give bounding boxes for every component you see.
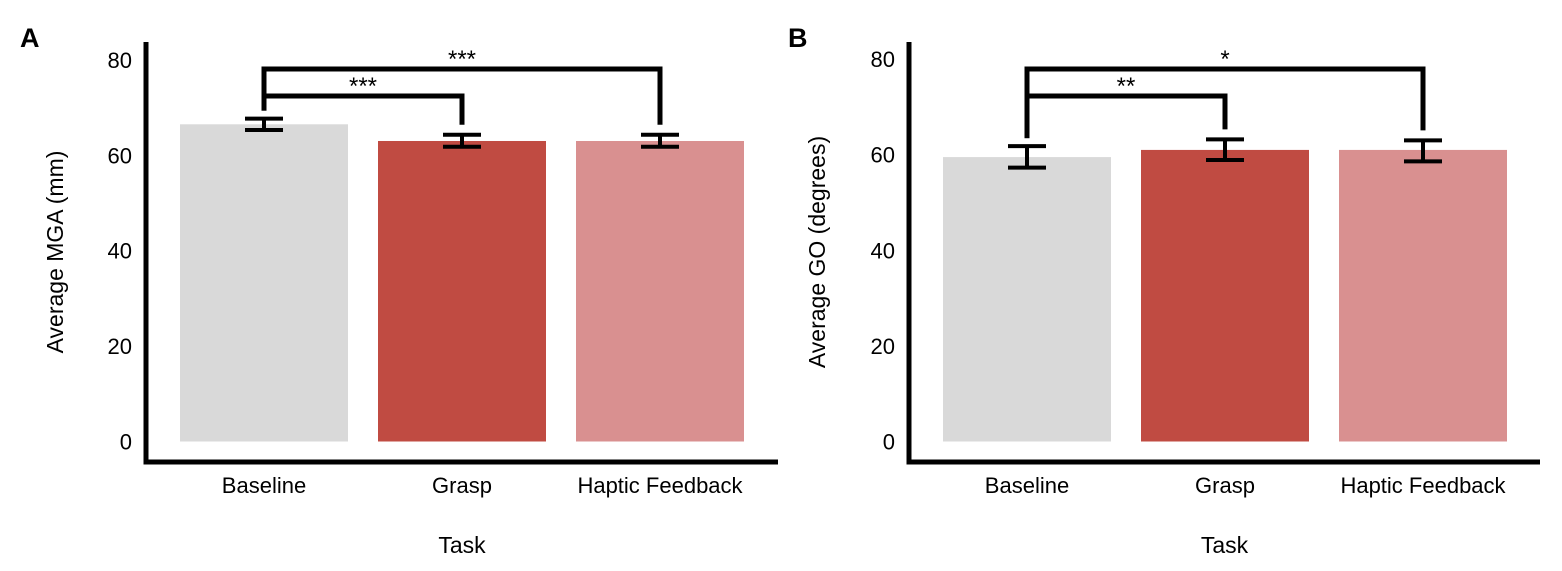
bar-grasp xyxy=(378,140,546,442)
bar-baseline xyxy=(180,124,348,442)
x-tick-label: Grasp xyxy=(432,473,492,498)
x-tick-label: Baseline xyxy=(985,473,1069,498)
panel-letter: A xyxy=(20,23,40,53)
bar-haptic-feedback xyxy=(1339,149,1507,442)
y-tick-label: 60 xyxy=(108,143,132,168)
y-tick-label: 0 xyxy=(120,430,132,455)
y-tick-label: 80 xyxy=(871,47,895,72)
y-axis-title: Average MGA (mm) xyxy=(42,151,68,354)
y-tick-label: 80 xyxy=(108,48,132,73)
chart-panel-a: 0 20 40 60 80 Baseline Grasp Haptic Feedback Tas… xyxy=(20,23,778,558)
y-axis-title: Average GO (degrees) xyxy=(804,136,830,368)
panel-letter: B xyxy=(788,23,808,53)
bar-haptic-feedback xyxy=(576,140,744,442)
error-bar-grasp xyxy=(1206,137,1244,162)
significance-bracket-line xyxy=(1024,93,1228,139)
x-axis-title: Task xyxy=(1201,532,1249,558)
y-tick-label: 60 xyxy=(871,143,895,168)
y-tick-label: 20 xyxy=(871,334,895,359)
significance-bracket: *** xyxy=(261,73,465,125)
y-tick-label: 20 xyxy=(108,334,132,359)
error-bar-baseline xyxy=(1008,144,1046,170)
x-tick-label: Haptic Feedback xyxy=(1340,473,1506,498)
y-tick-label: 40 xyxy=(108,239,132,264)
significance-bracket: *** xyxy=(261,46,663,125)
x-tick-label: Grasp xyxy=(1195,473,1255,498)
significance-label: *** xyxy=(448,46,476,73)
error-bar-haptic-feedback xyxy=(641,132,679,149)
error-bar-haptic-feedback xyxy=(1404,138,1442,164)
significance-label: * xyxy=(1220,46,1229,73)
significance-bracket: ** xyxy=(1024,73,1228,139)
y-tick-label: 40 xyxy=(871,238,895,263)
significance-bracket-line xyxy=(261,93,465,125)
x-tick-label: Baseline xyxy=(222,473,306,498)
y-tick-label: 0 xyxy=(883,430,895,455)
significance-bracket: * xyxy=(1024,46,1426,139)
significance-label: *** xyxy=(349,73,377,100)
x-tick-label: Haptic Feedback xyxy=(577,473,743,498)
error-bar-grasp xyxy=(443,132,481,149)
bar-baseline xyxy=(943,157,1111,442)
bar-grasp xyxy=(1141,149,1309,442)
significance-label: ** xyxy=(1117,73,1136,100)
significance-bracket-line xyxy=(1024,66,1426,139)
chart-panel-b: 0 20 40 60 80 Baseline Grasp Haptic Feedback Tas… xyxy=(788,23,1540,558)
error-bar-baseline xyxy=(245,116,283,133)
significance-bracket-line xyxy=(261,66,663,125)
x-axis-title: Task xyxy=(438,532,486,558)
